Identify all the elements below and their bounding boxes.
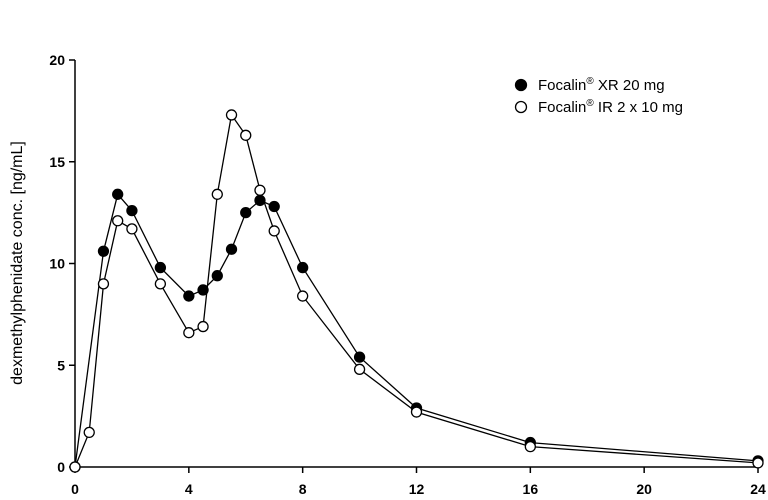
y-tick-label: 0 <box>57 459 65 475</box>
data-point <box>97 278 110 290</box>
x-tick-label: 20 <box>636 481 652 497</box>
data-point <box>126 223 138 235</box>
data-point <box>197 320 209 333</box>
data-point <box>297 261 309 274</box>
data-point <box>211 188 223 200</box>
legend: Focalin® XR 20 mg Focalin® IR 2 x 10 mg <box>514 76 683 116</box>
data-point <box>268 225 280 237</box>
data-point <box>524 440 536 453</box>
data-point <box>112 188 124 200</box>
x-tick-label: 4 <box>185 481 193 497</box>
data-point <box>268 200 280 213</box>
data-point <box>69 461 81 473</box>
data-point <box>353 363 366 375</box>
x-tick-label: 8 <box>299 481 307 497</box>
data-point <box>183 327 195 339</box>
x-tick-label: 12 <box>409 481 425 497</box>
data-point <box>197 284 209 296</box>
legend-marker <box>514 100 528 114</box>
series-1 <box>69 188 764 473</box>
y-axis-label: dexmethylphenidate conc. [ng/mL] <box>9 141 26 385</box>
x-tick-label: 24 <box>750 481 766 497</box>
legend-label: Focalin® XR 20 mg <box>538 76 665 94</box>
data-point <box>211 270 223 282</box>
y-tick-label: 5 <box>57 357 65 373</box>
axes: 0 4 8 12 16 20 24 0 5 10 15 20 <box>49 52 766 497</box>
data-point <box>240 206 252 219</box>
data-point <box>254 184 266 196</box>
data-point <box>112 215 124 227</box>
data-point <box>752 457 764 469</box>
data-point <box>353 351 366 363</box>
data-point <box>240 129 252 141</box>
data-point <box>225 243 238 255</box>
x-tick-label: 0 <box>71 481 79 497</box>
data-point <box>225 109 238 121</box>
y-tick-label: 10 <box>49 256 65 272</box>
data-point <box>154 278 167 290</box>
data-point <box>126 204 138 217</box>
y-tick-label: 20 <box>49 52 65 68</box>
x-tick-label: 16 <box>523 481 539 497</box>
data-point <box>154 261 167 274</box>
series-2 <box>69 109 764 473</box>
data-point <box>410 406 423 418</box>
legend-label: Focalin® IR 2 x 10 mg <box>538 98 683 116</box>
data-point <box>83 426 95 439</box>
data-point <box>97 245 110 257</box>
y-tick-label: 15 <box>49 154 65 170</box>
series-layer <box>69 109 764 473</box>
series-line <box>74 113 759 468</box>
series-line <box>74 192 759 468</box>
legend-marker <box>514 78 528 92</box>
data-point <box>297 290 309 302</box>
data-point <box>183 290 195 302</box>
